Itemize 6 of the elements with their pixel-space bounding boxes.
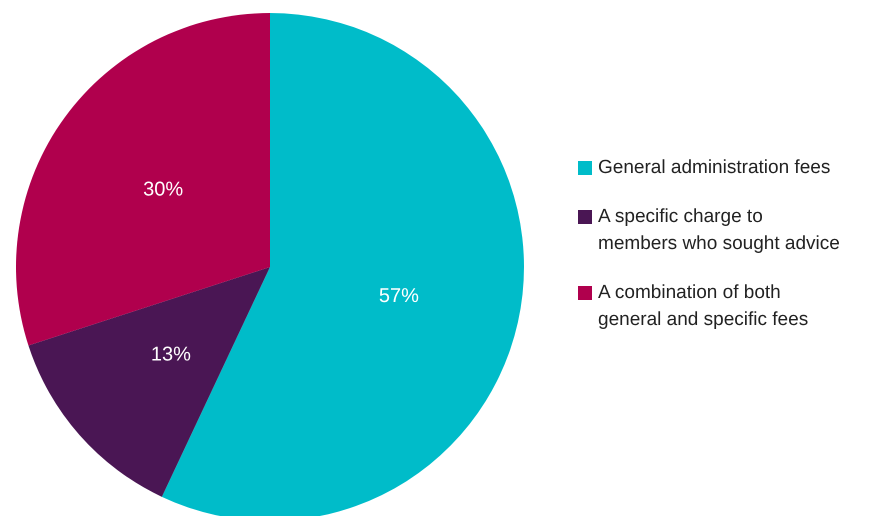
legend-label: A combination of both general and specific fees bbox=[598, 280, 810, 332]
data-label: 30% bbox=[143, 178, 184, 200]
legend-label: A specific charge to members who sought advice bbox=[598, 204, 840, 256]
data-label: 57% bbox=[378, 284, 420, 307]
legend-label: General administration fees bbox=[598, 156, 830, 180]
data-label: 13% bbox=[150, 343, 192, 366]
